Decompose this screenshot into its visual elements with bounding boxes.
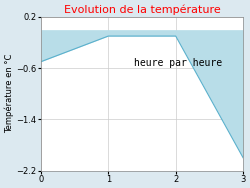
Title: Evolution de la température: Evolution de la température [64,4,220,15]
Text: heure par heure: heure par heure [134,58,222,68]
Y-axis label: Température en °C: Température en °C [4,54,14,133]
